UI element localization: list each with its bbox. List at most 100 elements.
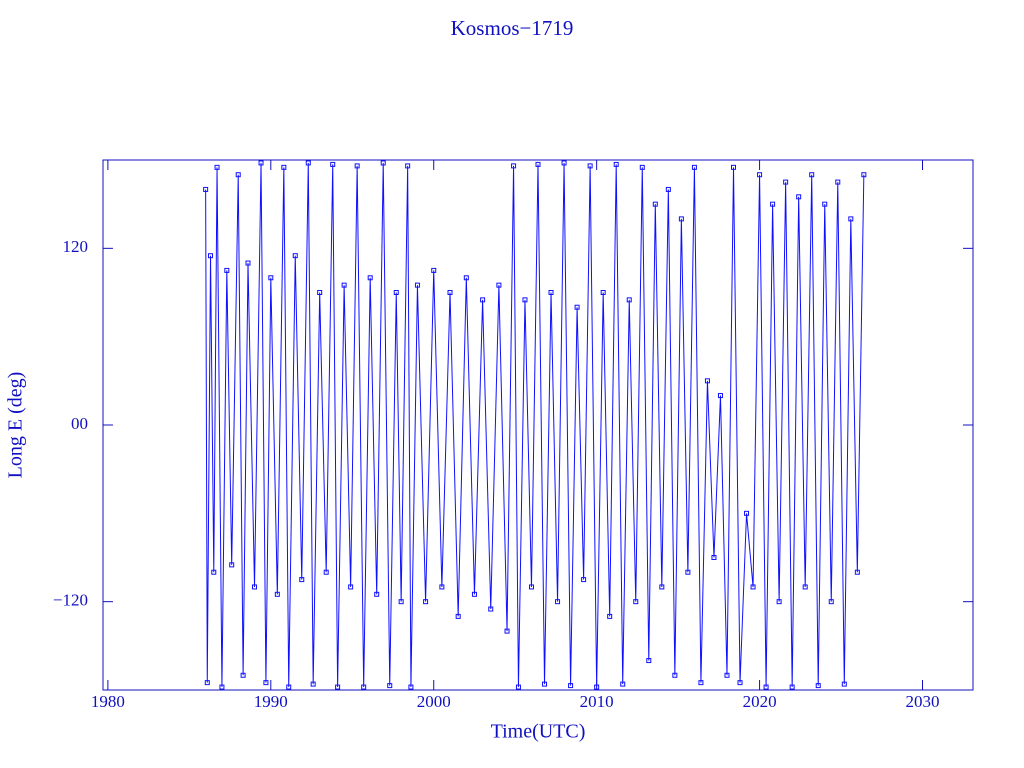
data-point bbox=[423, 599, 429, 605]
data-point bbox=[305, 160, 311, 166]
data-point bbox=[744, 510, 750, 516]
data-point bbox=[626, 297, 632, 303]
data-point bbox=[691, 164, 697, 170]
data-point bbox=[704, 378, 710, 384]
data-point bbox=[802, 584, 808, 590]
data-point bbox=[724, 672, 730, 678]
data-point bbox=[229, 562, 235, 568]
x-tick-label: 2030 bbox=[905, 692, 939, 711]
data-point bbox=[447, 290, 453, 295]
data-point bbox=[235, 172, 241, 178]
data-point bbox=[763, 684, 769, 690]
data-point bbox=[354, 163, 360, 169]
data-point bbox=[310, 681, 316, 687]
x-tick-label: 2020 bbox=[743, 692, 777, 711]
data-point bbox=[835, 179, 841, 185]
y-tick-label: 120 bbox=[63, 237, 89, 256]
data-point bbox=[646, 658, 652, 664]
data-point bbox=[587, 163, 593, 169]
data-point bbox=[511, 163, 517, 169]
data-point bbox=[504, 628, 510, 634]
data-point bbox=[323, 569, 329, 575]
data-point bbox=[414, 282, 420, 288]
data-point bbox=[685, 569, 691, 575]
data-point bbox=[263, 680, 269, 686]
x-tick-label: 1990 bbox=[254, 692, 288, 711]
data-point bbox=[204, 680, 210, 686]
data-point bbox=[561, 160, 567, 166]
data-point bbox=[717, 393, 723, 399]
data-point bbox=[757, 172, 763, 178]
data-point bbox=[398, 599, 404, 605]
data-point bbox=[224, 267, 230, 273]
data-point bbox=[639, 164, 645, 170]
data-point bbox=[809, 172, 815, 178]
data-point bbox=[815, 683, 821, 689]
data-point bbox=[613, 161, 619, 167]
data-point bbox=[405, 163, 411, 169]
data-point bbox=[496, 282, 502, 288]
data-point bbox=[678, 216, 684, 222]
data-point bbox=[633, 599, 639, 605]
data-point bbox=[480, 297, 486, 303]
data-point bbox=[374, 591, 380, 597]
chart-title: Kosmos−1719 bbox=[451, 16, 574, 40]
data-point bbox=[698, 680, 704, 686]
x-tick-label: 2000 bbox=[417, 692, 451, 711]
data-point bbox=[214, 164, 220, 170]
data-point bbox=[208, 253, 214, 259]
data-point bbox=[770, 201, 776, 207]
y-tick-label: 00 bbox=[71, 414, 88, 433]
data-point bbox=[548, 290, 554, 295]
y-axis-label: Long E (deg) bbox=[5, 372, 27, 479]
data-point bbox=[219, 684, 225, 690]
data-point bbox=[731, 164, 737, 170]
data-point bbox=[568, 683, 574, 689]
data-point bbox=[822, 201, 828, 207]
data-point bbox=[463, 275, 469, 281]
data-point bbox=[471, 591, 477, 597]
data-point bbox=[848, 216, 854, 222]
data-point bbox=[317, 290, 323, 295]
data-point bbox=[607, 613, 613, 619]
data-point bbox=[861, 172, 867, 178]
data-point bbox=[594, 684, 600, 690]
data-point bbox=[789, 684, 795, 690]
data-point bbox=[408, 684, 414, 690]
data-point bbox=[203, 186, 209, 192]
x-axis-label: Time(UTC) bbox=[491, 721, 586, 743]
data-point bbox=[245, 260, 251, 266]
data-point bbox=[620, 681, 626, 687]
data-point bbox=[659, 584, 665, 590]
data-point bbox=[652, 201, 658, 207]
data-point bbox=[387, 683, 393, 689]
data-point bbox=[299, 577, 305, 583]
data-point bbox=[380, 160, 386, 166]
data-point bbox=[535, 161, 541, 167]
data-point bbox=[455, 613, 461, 619]
data-point bbox=[335, 684, 341, 690]
data-point bbox=[515, 684, 521, 690]
data-point bbox=[737, 680, 743, 686]
data-point bbox=[439, 584, 445, 590]
series-line bbox=[205, 162, 865, 688]
data-point bbox=[574, 304, 580, 310]
data-point bbox=[665, 186, 671, 192]
data-point bbox=[274, 591, 280, 597]
data-point bbox=[796, 194, 802, 200]
plot-frame bbox=[102, 159, 974, 691]
data-point bbox=[828, 599, 834, 605]
data-point bbox=[542, 681, 548, 687]
data-point bbox=[361, 684, 367, 690]
data-point bbox=[330, 161, 336, 167]
data-point bbox=[292, 253, 298, 259]
data-point bbox=[488, 606, 494, 612]
x-tick-label: 1980 bbox=[91, 692, 125, 711]
data-point bbox=[600, 290, 606, 295]
data-point bbox=[348, 584, 354, 590]
data-point bbox=[522, 297, 528, 303]
data-point bbox=[711, 555, 717, 560]
data-point bbox=[258, 160, 264, 166]
data-point bbox=[240, 672, 246, 678]
